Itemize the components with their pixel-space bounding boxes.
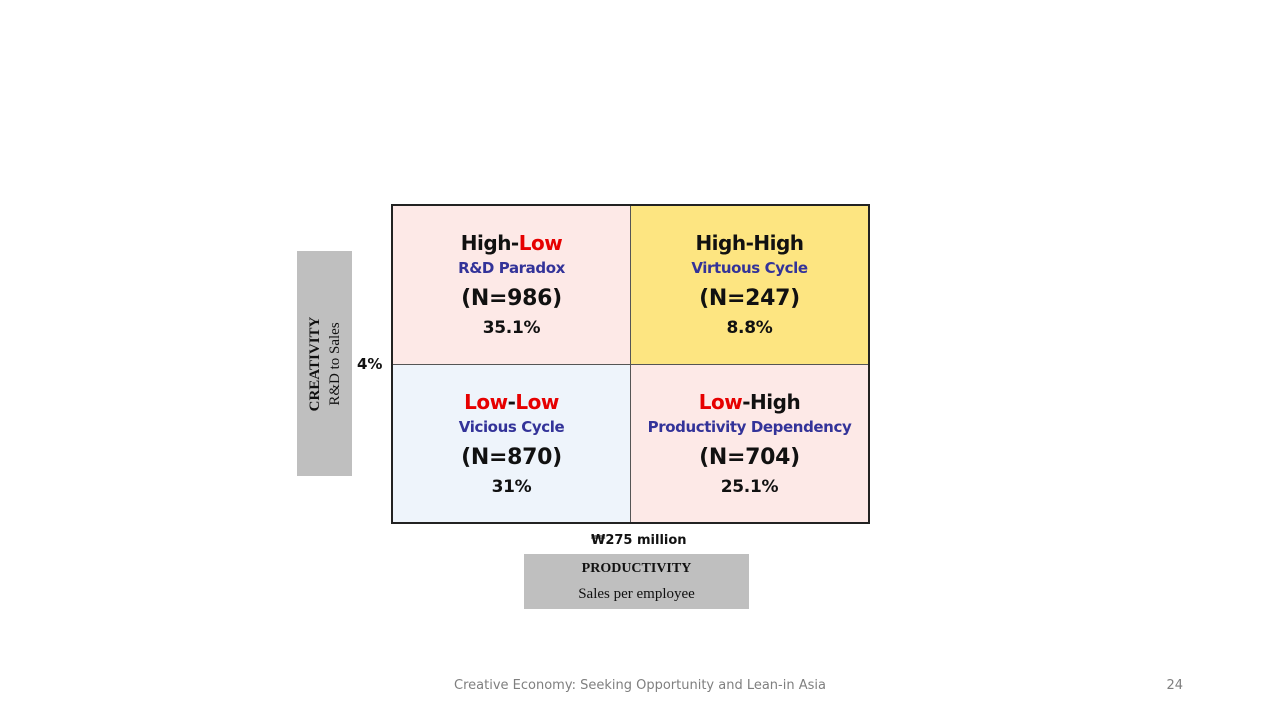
quadrant-high-high: High-High Virtuous Cycle (N=247) 8.8% (631, 206, 868, 365)
quadrant-low-high: Low-High Productivity Dependency (N=704)… (631, 365, 868, 522)
quadrant-subtitle: Virtuous Cycle (691, 259, 808, 277)
x-threshold-label: ₩275 million (591, 533, 687, 548)
quadrant-title: High-High (695, 230, 804, 256)
quadrant-subtitle: Productivity Dependency (647, 417, 852, 436)
quadrant-low-low: Low-Low Vicious Cycle (N=870) 31% (393, 365, 631, 522)
quadrant-title: Low-High (698, 389, 801, 415)
title-low-word: Low (698, 389, 743, 414)
quadrant-percent: 8.8% (726, 318, 773, 338)
title-high-high-word: High-High (695, 231, 804, 255)
title-low-word: Low (518, 231, 563, 255)
quadrant-percent: 25.1% (720, 476, 779, 497)
quadrant-subtitle: Vicious Cycle (458, 417, 565, 436)
title-dash: - (507, 389, 516, 414)
quadrant-matrix: High-Low R&D Paradox (N=986) 35.1% High-… (391, 204, 870, 524)
quadrant-count: (N=870) (461, 444, 562, 470)
title-low-word: Low (464, 389, 508, 414)
slide-page-number: 24 (1166, 678, 1183, 693)
x-axis-title: PRODUCTIVITY (581, 560, 692, 576)
title-high-word: High- (460, 231, 519, 255)
x-axis-subtitle: Sales per employee (578, 585, 695, 602)
x-axis-label-box: PRODUCTIVITY Sales per employee (524, 554, 749, 609)
y-axis-label-box: CREATIVITY R&D to Sales (297, 251, 352, 476)
y-axis-subtitle: R&D to Sales (326, 321, 343, 406)
quadrant-title: High-Low (460, 230, 563, 256)
quadrant-title: Low-Low (464, 389, 559, 415)
slide-footer: Creative Economy: Seeking Opportunity an… (454, 678, 826, 693)
quadrant-count: (N=704) (699, 444, 800, 470)
quadrant-count: (N=986) (461, 286, 562, 311)
title-low-word: Low (515, 389, 559, 414)
quadrant-subtitle: R&D Paradox (458, 259, 565, 277)
y-axis-title: CREATIVITY (306, 316, 323, 411)
quadrant-high-low: High-Low R&D Paradox (N=986) 35.1% (393, 206, 631, 365)
quadrant-percent: 31% (491, 476, 532, 497)
title-high-word: -High (742, 389, 801, 414)
y-threshold-label: 4% (357, 355, 383, 373)
quadrant-count: (N=247) (699, 286, 800, 311)
quadrant-percent: 35.1% (482, 318, 541, 338)
y-axis-label: CREATIVITY R&D to Sales (305, 316, 345, 411)
